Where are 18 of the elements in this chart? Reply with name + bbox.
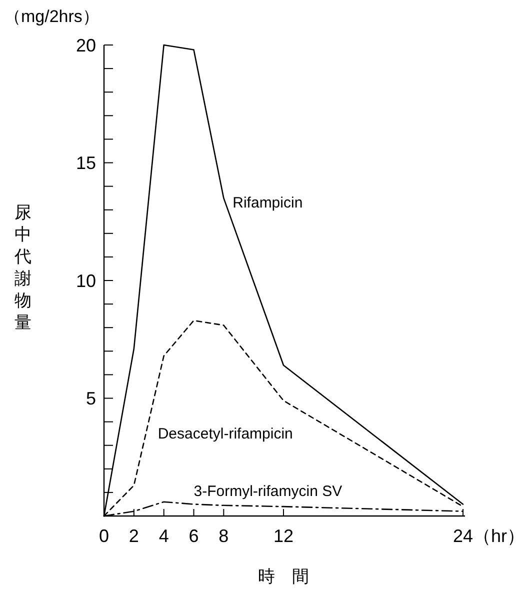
text: （mg/2hrs）	[4, 7, 100, 26]
x-axis-title: 時 間	[258, 567, 309, 586]
y-tick-label: 10	[76, 270, 96, 291]
x-tick-label: 12	[273, 526, 294, 546]
y-tick-label: 20	[76, 35, 96, 56]
x-tick-label: 0	[98, 526, 110, 546]
y-tick-label: 15	[76, 153, 96, 174]
x-tick-label: 4	[158, 526, 169, 546]
x-tick-label: 6	[188, 526, 199, 546]
x-tick-label: 2	[128, 526, 139, 546]
series-label: 3-Formyl-rifamycin SV	[194, 482, 342, 500]
y-axis-title: 尿中代謝物量	[14, 203, 32, 332]
x-tick-label: 24	[452, 526, 474, 546]
x-tick-label: 8	[218, 526, 229, 546]
text: （hr）	[473, 526, 526, 546]
y-tick-label: 5	[86, 388, 96, 409]
series-label: Desacetyl-rifampicin	[158, 425, 293, 442]
series-label: Rifampicin	[232, 194, 303, 212]
